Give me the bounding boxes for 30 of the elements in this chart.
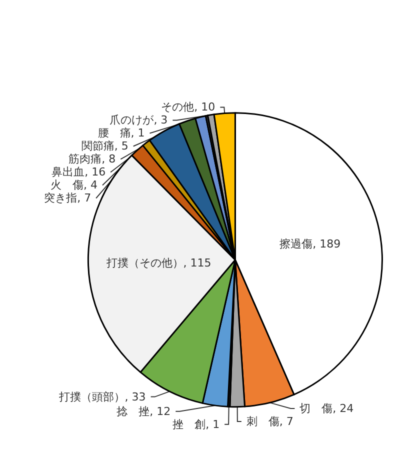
slice-label: 捻 挫 xyxy=(116,404,150,418)
data-label: , 7 xyxy=(77,192,92,205)
slice-label: 鼻出血 xyxy=(52,166,85,179)
data-label: , 10 xyxy=(194,100,216,114)
slice-label: その他 xyxy=(161,100,194,114)
data-label: , 8 xyxy=(102,152,116,166)
data-label: , 115 xyxy=(183,256,212,270)
data-label: , 12 xyxy=(150,404,171,418)
data-label: , 1 xyxy=(206,418,220,431)
slice-label: 腰 痛 xyxy=(98,126,131,140)
data-label: , 5 xyxy=(114,140,128,153)
slice-label: 打撲（頭部） xyxy=(58,390,125,404)
slice-label: 切 傷 xyxy=(300,402,333,416)
slice-label: 挫 創 xyxy=(172,418,206,431)
data-label: , 7 xyxy=(279,415,294,428)
data-label: , 189 xyxy=(312,238,341,251)
slice-label: 関節痛 xyxy=(81,140,114,153)
data-label: , 3 xyxy=(154,114,168,127)
slice-label: 刺 傷 xyxy=(246,415,280,428)
slice-label: 打撲（その他） xyxy=(105,256,184,270)
slice-label: 擦過傷 xyxy=(280,238,313,251)
data-label: , 33 xyxy=(124,390,146,404)
slice-label: 火 傷 xyxy=(50,178,84,192)
slice-label: 突き指 xyxy=(44,192,78,205)
data-label: , 16 xyxy=(84,166,106,179)
slice-label: 筋肉痛 xyxy=(68,152,102,166)
data-label: , 1 xyxy=(130,126,145,140)
data-label: , 4 xyxy=(84,178,98,192)
data-label: , 24 xyxy=(332,402,354,416)
slice-label: 爪のけが xyxy=(110,114,155,127)
